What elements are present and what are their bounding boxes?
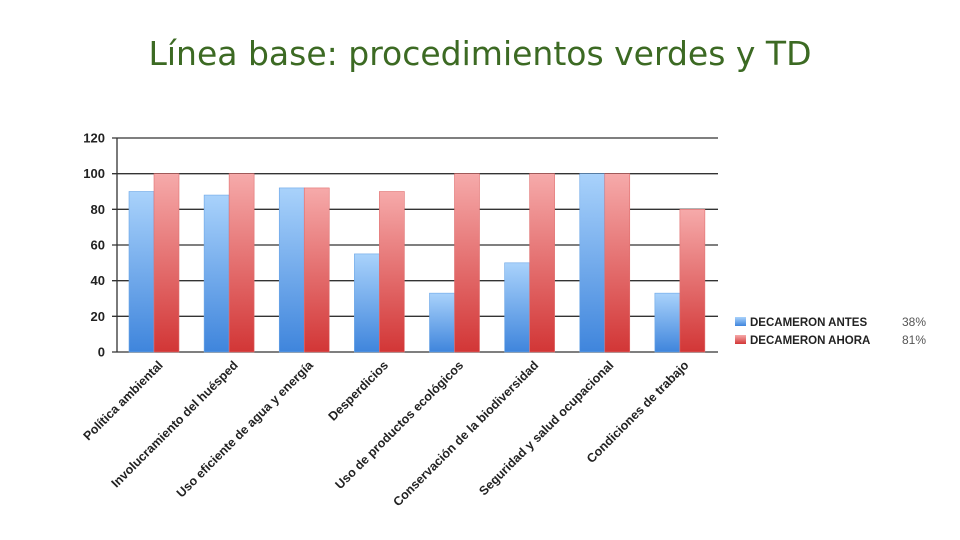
- legend-label: DECAMERON ANTES: [750, 317, 867, 329]
- x-category-label: Desperdicios: [326, 358, 391, 423]
- slide-title: Línea base: procedimientos verdes y TD: [148, 34, 812, 73]
- legend-swatch: [735, 335, 746, 344]
- bar-antes: [579, 173, 606, 353]
- bar-ahora: [529, 173, 555, 353]
- y-tick-labels: 0 20 40 60 80 100 120: [83, 131, 105, 360]
- y-tick-label: 20: [91, 309, 105, 324]
- legend-label: DECAMERON AHORA: [750, 335, 870, 347]
- bar-ahora: [228, 173, 255, 353]
- x-category-label: Uso eficiente de agua y energía: [174, 357, 317, 500]
- y-tick-label: 60: [91, 238, 105, 253]
- y-tick-label: 120: [83, 131, 105, 146]
- bar-ahora: [303, 187, 330, 353]
- bar-ahora: [379, 191, 405, 353]
- bar-ahora: [454, 173, 480, 353]
- bar-antes: [504, 262, 530, 353]
- bar-antes: [654, 292, 681, 353]
- x-category-label: Involucramiento del huésped: [109, 358, 241, 490]
- legend-percentage: 81%: [902, 333, 926, 347]
- bar-antes: [128, 191, 155, 353]
- bar-ahora: [153, 173, 180, 353]
- legend: DECAMERON ANTES 38% DECAMERON AHORA 81%: [735, 315, 926, 347]
- x-category-label: Uso de productos ecológicos: [333, 358, 467, 492]
- bar-antes: [429, 292, 455, 353]
- y-tick-label: 0: [98, 345, 105, 360]
- y-tick-label: 80: [91, 202, 105, 217]
- legend-percentage: 38%: [902, 315, 926, 329]
- y-tick-label: 40: [91, 273, 105, 288]
- x-category-label: Seguridad y salud ocupacional: [476, 358, 616, 498]
- bar-ahora: [604, 173, 631, 353]
- x-category-label: Política ambiental: [81, 358, 166, 443]
- x-category-label: Conservación de la biodiversidad: [390, 358, 541, 509]
- legend-swatch: [735, 317, 746, 326]
- bar-antes: [278, 187, 305, 353]
- bar-antes: [354, 253, 380, 353]
- bars: [128, 173, 706, 353]
- bar-antes: [203, 194, 230, 353]
- bar-ahora: [679, 209, 706, 353]
- y-tick-label: 100: [83, 166, 105, 181]
